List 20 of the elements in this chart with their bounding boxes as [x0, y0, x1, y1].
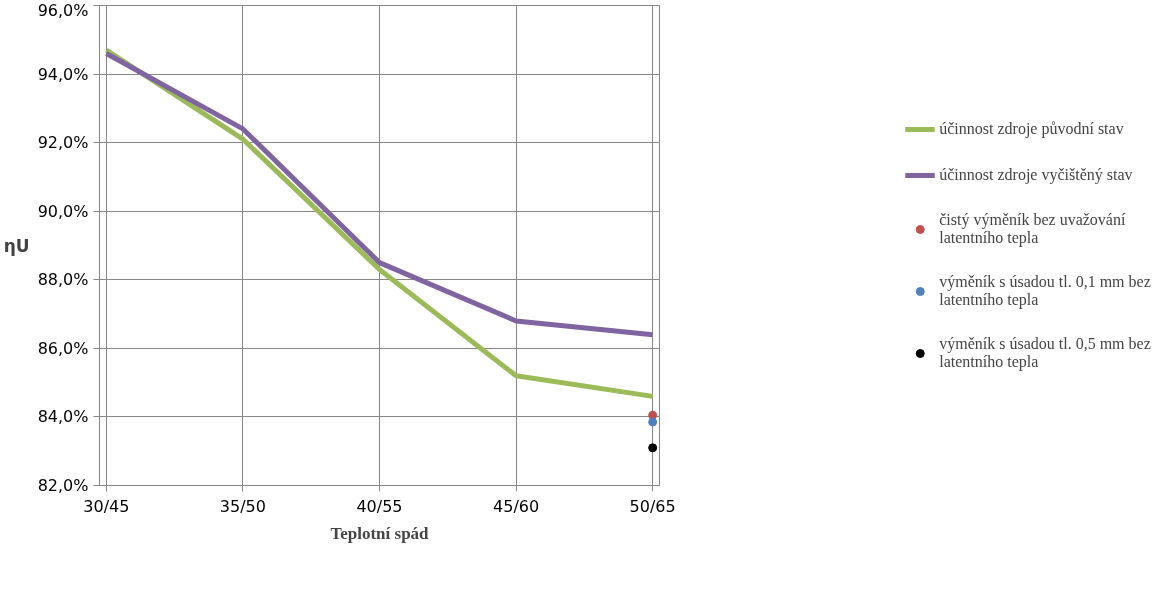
y-tick-label: 92,0% [37, 133, 89, 153]
legend-label: účinnost zdroje původní stav [939, 120, 1124, 138]
y-axis-title: ηU [3, 235, 30, 256]
legend-label: výměník s úsadou tl. 0,1 mm bez latentního tepla [939, 273, 1151, 309]
x-tick-label: 45/60 [493, 496, 540, 516]
y-tick-label: 96,0% [37, 0, 89, 20]
x-tick-label: 30/45 [83, 496, 130, 516]
x-tick-label: 35/50 [219, 496, 266, 516]
legend-label: výměník s úsadou tl. 0,5 mm bez latentního tepla [939, 335, 1151, 371]
legend-label: účinnost zdroje vyčištěný stav [939, 166, 1133, 184]
y-tick-label: 82,0% [37, 476, 89, 495]
y-tick-label: 90,0% [37, 201, 89, 221]
x-tick-label: 50/65 [629, 496, 676, 516]
y-tick-label: 94,0% [37, 64, 89, 84]
y-tick-label: 86,0% [37, 338, 89, 358]
x-tick-label: 40/55 [356, 496, 403, 516]
x-axis-title: Teplotní spád [330, 523, 430, 543]
y-tick-label: 88,0% [37, 270, 89, 290]
legend-label: čistý výměník bez uvažování latentního tepla [939, 211, 1126, 247]
y-tick-label: 84,0% [37, 407, 89, 427]
